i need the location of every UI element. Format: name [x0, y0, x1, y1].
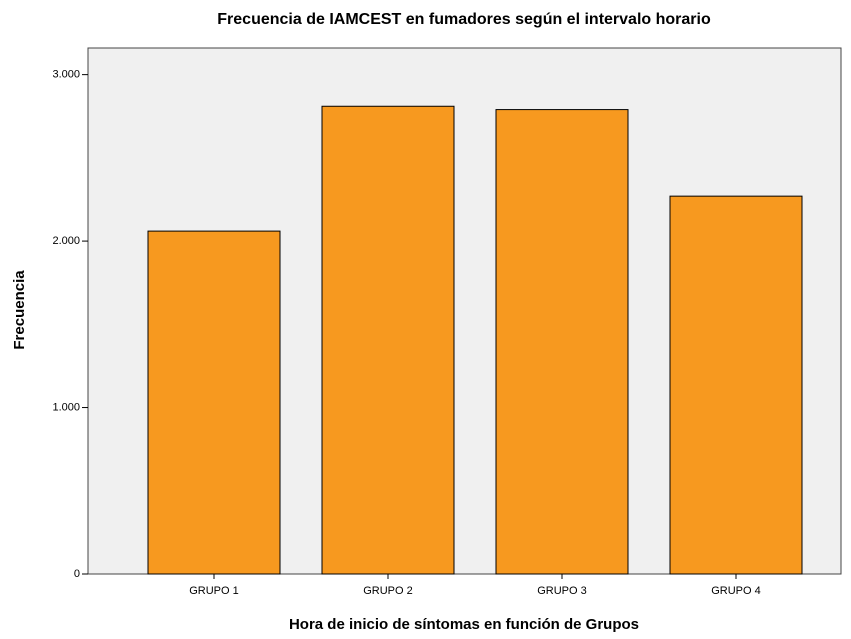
x-tick-label: GRUPO 4	[711, 585, 761, 597]
x-axis-title: Hora de inicio de síntomas en función de…	[289, 616, 639, 633]
x-tick-label: GRUPO 2	[363, 585, 413, 597]
bar	[321, 105, 455, 575]
y-tick-label: 0	[74, 568, 80, 580]
y-axis-title: Frecuencia	[11, 270, 28, 350]
y-tick-label: 3.000	[52, 69, 80, 81]
bar	[669, 195, 803, 575]
y-tick-label: 2.000	[52, 235, 80, 247]
x-tick-label: GRUPO 1	[189, 585, 239, 597]
bar	[495, 109, 629, 575]
bar	[147, 230, 281, 575]
y-tick-label: 1.000	[52, 401, 80, 413]
chart-title: Frecuencia de IAMCEST en fumadores según…	[217, 11, 711, 28]
x-tick-label: GRUPO 3	[537, 585, 587, 597]
